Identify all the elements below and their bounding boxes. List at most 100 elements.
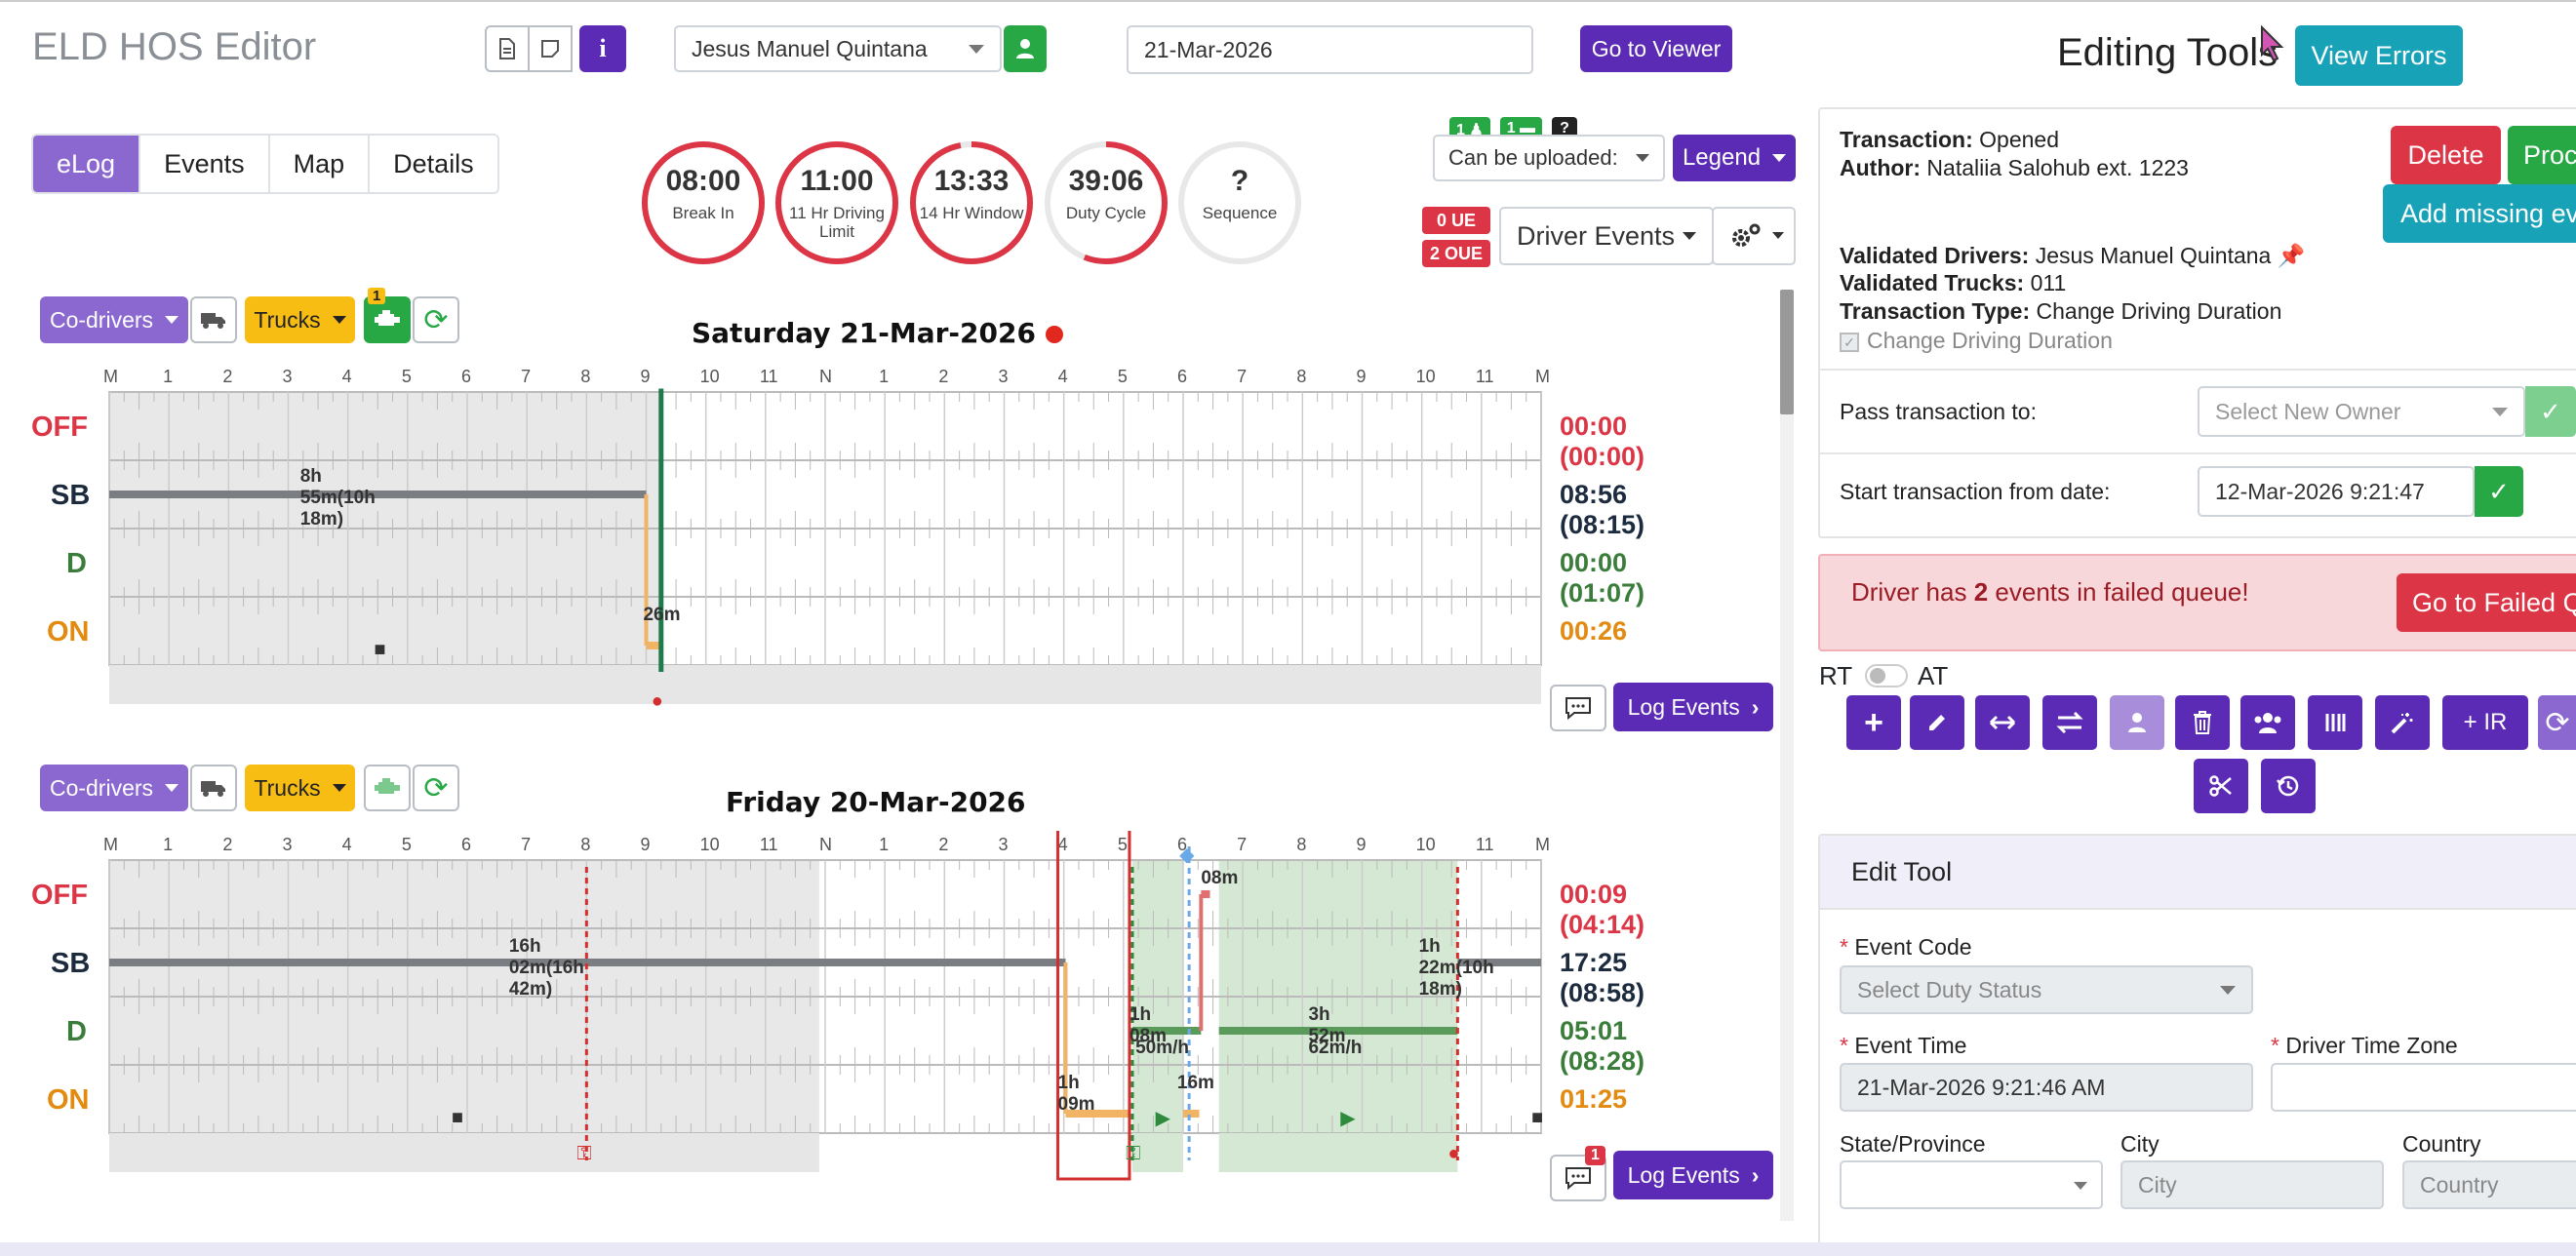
validated-drivers: Validated Drivers: Jesus Manuel Quintana… (1840, 243, 2306, 268)
hour-label: 9 (640, 835, 651, 854)
go-to-viewer-button[interactable]: Go to Viewer (1580, 25, 1732, 72)
proceed-button[interactable]: Proc (2508, 126, 2576, 184)
truck-moving-icon[interactable]: ▶ (1155, 1108, 1171, 1129)
truck-icon (201, 313, 225, 329)
truck-icon (201, 781, 225, 797)
gauge-ring (910, 141, 1033, 264)
stretch-event-button[interactable] (1975, 695, 2030, 750)
camera-icon[interactable]: ■ (374, 639, 386, 660)
day2-trucks-button[interactable]: Trucks (245, 765, 355, 811)
rt-at-toggle[interactable] (1865, 664, 1908, 687)
charts-scrollbar[interactable] (1780, 290, 1794, 1221)
day1-trucks-button[interactable]: Trucks (245, 296, 355, 343)
date-input[interactable]: 21-Mar-2026 (1127, 25, 1533, 74)
city-placeholder: City (2138, 1171, 2177, 1197)
driver-events-select[interactable]: Driver Events (1499, 207, 1714, 265)
event-code-select[interactable]: Select Duty Status (1840, 965, 2253, 1014)
scissors-icon (2209, 775, 2232, 797)
new-owner-select[interactable]: Select New Owner (2198, 386, 2525, 437)
engine-marker-icon[interactable]: ● (651, 690, 663, 712)
gauge-label: Break In (672, 204, 734, 222)
hour-label: 2 (222, 367, 233, 386)
cut-event-button[interactable] (2194, 759, 2248, 813)
key-icon[interactable]: ⚿ (1126, 1143, 1141, 1164)
camera-icon[interactable]: ■ (451, 1107, 463, 1128)
pass-transaction-confirm[interactable]: ✓ (2525, 386, 2576, 437)
legend-label: Legend (1682, 144, 1762, 171)
driver-select[interactable]: Jesus Manuel Quintana (674, 25, 1002, 72)
tab-details[interactable]: Details (370, 136, 497, 192)
event-time-input[interactable]: 21-Mar-2026 9:21:46 AM (1840, 1063, 2253, 1112)
country-input[interactable]: Country (2402, 1160, 2576, 1209)
city-input[interactable]: City (2120, 1160, 2384, 1209)
day1-truck-button[interactable] (190, 296, 237, 343)
tab-elog[interactable]: eLog (33, 136, 141, 192)
day1-refresh-button[interactable]: ⟳ (413, 296, 459, 343)
gauge-1: 11:00 11 Hr Driving Limit (773, 139, 900, 266)
note-icon-button[interactable] (528, 25, 573, 72)
change-driving-duration-checkbox[interactable]: ✓ Change Driving Duration (1840, 328, 2113, 354)
swap-events-button[interactable] (2042, 695, 2097, 750)
document-icon-button[interactable] (485, 25, 530, 72)
codriver-button[interactable] (2240, 695, 2295, 750)
go-to-failed-queue-button[interactable]: Go to Failed Q (2397, 573, 2576, 632)
hour-label: 2 (938, 835, 949, 854)
country-label: Country (2402, 1131, 2481, 1157)
checkbox-label: Change Driving Duration (1867, 328, 2113, 353)
day2-codrivers-button[interactable]: Co-drivers (40, 765, 188, 811)
settings-dropdown[interactable] (1712, 207, 1796, 265)
columns-button[interactable] (2308, 695, 2362, 750)
day1-comment-button[interactable] (1550, 685, 1606, 731)
hour-label: 3 (998, 367, 1009, 386)
delete-event-button[interactable] (2175, 695, 2230, 750)
add-event-button[interactable]: + (1846, 695, 1901, 750)
info-button[interactable]: i (579, 25, 626, 72)
tab-events[interactable]: Events (140, 136, 270, 192)
delete-button[interactable]: Delete (2391, 126, 2501, 184)
transaction-author: Author: Nataliia Salohub ext. 1223 (1840, 155, 2189, 180)
key-icon[interactable]: ⚿ (576, 1143, 592, 1164)
hour-label: 7 (521, 367, 532, 386)
cursor-handle-icon[interactable]: ◆ (1179, 844, 1195, 866)
legend-button[interactable]: Legend (1673, 135, 1796, 181)
day1-engine-button[interactable] (364, 296, 411, 343)
day2-log-events-button[interactable]: Log Events › (1613, 1151, 1773, 1199)
add-ir-button[interactable]: + IR (2442, 695, 2528, 750)
day2-comment-button[interactable] (1550, 1155, 1606, 1201)
start-date-confirm[interactable]: ✓ (2475, 466, 2523, 517)
engine-marker-icon[interactable]: ● (1447, 1143, 1460, 1164)
day2-truck-button[interactable] (190, 765, 237, 811)
scrollbar-thumb[interactable] (1780, 290, 1794, 414)
camera-icon[interactable]: ■ (1531, 1107, 1544, 1128)
arrows-horizontal-icon (1989, 715, 2016, 730)
assign-driver-button[interactable] (2110, 695, 2164, 750)
day2-title: Friday 20-Mar-2026 (726, 786, 1026, 818)
driver-profile-button[interactable] (1004, 25, 1047, 72)
edit-event-button[interactable] (1910, 695, 1964, 750)
magic-wand-button[interactable] (2375, 695, 2430, 750)
day2-engine-button[interactable] (364, 765, 411, 811)
tab-map[interactable]: Map (269, 136, 371, 192)
segment-label: 1h 08m (1129, 1004, 1167, 1046)
divider (1820, 369, 2576, 371)
refresh-tool-button[interactable]: ⟳ (2538, 695, 2576, 750)
hour-label: 9 (640, 367, 651, 386)
truck-moving-icon[interactable]: ▶ (1340, 1108, 1356, 1129)
hour-label: 6 (1177, 835, 1188, 854)
hour-label: 3 (282, 835, 293, 854)
chevron-down-icon (1636, 154, 1649, 162)
status-label-off: OFF (31, 880, 88, 911)
hour-label: 6 (461, 835, 472, 854)
view-errors-button[interactable]: View Errors (2295, 25, 2463, 86)
upload-status-select[interactable]: Can be uploaded: (1433, 135, 1665, 181)
day1-codrivers-button[interactable]: Co-drivers (40, 296, 188, 343)
day1-log-events-button[interactable]: Log Events › (1613, 683, 1773, 731)
state-select[interactable] (1840, 1160, 2103, 1209)
add-missing-events-button[interactable]: Add missing eve (2383, 184, 2576, 243)
driver-timezone-input[interactable] (2271, 1063, 2576, 1112)
hour-label: 7 (1237, 835, 1248, 854)
history-button[interactable] (2261, 759, 2316, 813)
day2-refresh-button[interactable]: ⟳ (413, 765, 459, 811)
checkbox-icon: ✓ (1840, 332, 1859, 352)
start-date-input[interactable]: 12-Mar-2026 9:21:47 (2198, 466, 2475, 517)
